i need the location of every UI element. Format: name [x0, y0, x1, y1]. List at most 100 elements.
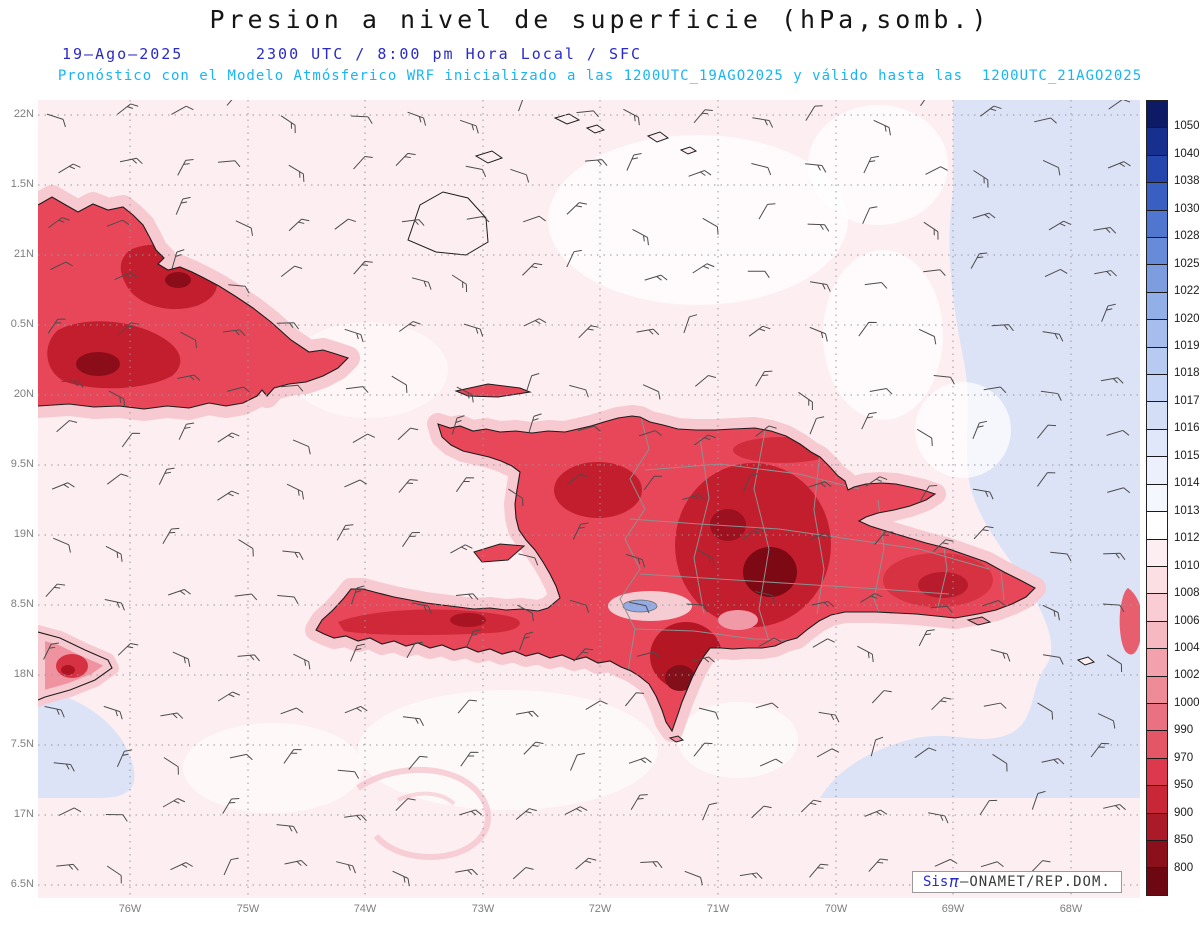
colorbar-label: 1050	[1174, 120, 1200, 133]
wind-barb	[158, 467, 175, 485]
wind-barb	[644, 274, 668, 281]
colorbar-cell	[1147, 457, 1167, 485]
wind-barb	[395, 798, 416, 811]
colorbar-label: 1040	[1174, 147, 1200, 160]
colorbar-cell	[1147, 594, 1167, 622]
wind-barb	[914, 747, 937, 759]
wind-barb	[698, 707, 719, 720]
wind-barb	[391, 375, 408, 393]
wind-barb	[807, 223, 830, 232]
wind-barb	[523, 215, 546, 223]
wind-barb	[353, 260, 373, 275]
wind-barb	[748, 325, 771, 337]
wind-barb	[510, 168, 530, 183]
jamaica-coastline	[38, 631, 113, 701]
pressure-map-canvas	[38, 100, 1140, 898]
wind-barb	[106, 473, 129, 485]
wind-barb	[515, 808, 537, 820]
wind-barb	[58, 163, 81, 174]
wind-barb	[1107, 161, 1131, 169]
lavender-corner-region	[38, 688, 135, 798]
wind-barb	[643, 475, 663, 491]
wind-barb	[818, 711, 840, 723]
wind-barb	[234, 593, 258, 601]
little-inagua-island	[474, 150, 504, 164]
wind-barb	[628, 757, 652, 764]
wind-barb	[46, 113, 66, 128]
hispaniola-landmass	[316, 416, 1035, 731]
wind-barb	[528, 413, 542, 433]
wind-barb	[162, 527, 180, 544]
wind-barb	[566, 202, 587, 215]
lat-label: 17N	[13, 808, 34, 820]
wind-barb	[104, 599, 125, 611]
wind-barb	[808, 532, 832, 541]
wind-barb	[466, 629, 482, 648]
wind-barb	[871, 690, 892, 704]
wind-barb	[811, 600, 835, 608]
wind-barb	[577, 425, 601, 432]
wind-barb	[862, 206, 878, 224]
wind-barb	[451, 274, 468, 293]
colorbar-label: 1013	[1174, 504, 1200, 517]
wind-barb	[864, 282, 888, 289]
wind-barb	[119, 157, 143, 165]
lat-label: 18N	[13, 668, 34, 680]
wind-barb	[683, 314, 698, 334]
wind-barb	[463, 323, 484, 337]
wind-barb	[450, 544, 473, 554]
wind-barb	[519, 631, 534, 651]
wind-barb	[337, 769, 360, 779]
wind-barb	[972, 212, 996, 219]
colorbar-label: 1015	[1174, 449, 1200, 462]
colorbar-cell	[1147, 101, 1167, 129]
lat-label: 7.5N	[10, 738, 34, 750]
wind-barb	[585, 700, 608, 711]
wind-barb	[569, 384, 589, 398]
wind-barb	[235, 220, 254, 236]
wind-barb	[457, 699, 477, 714]
wind-barb	[280, 115, 296, 134]
colorbar-cell	[1147, 128, 1167, 156]
jamaica-landmass	[38, 632, 112, 700]
wind-barb	[697, 549, 715, 567]
wind-barb	[121, 432, 141, 448]
wind-barb	[858, 321, 877, 337]
wind-barb	[56, 420, 78, 433]
wind-barb	[456, 386, 474, 403]
wind-barb	[518, 553, 539, 566]
wind-barb	[61, 380, 84, 388]
wind-barb	[45, 583, 66, 598]
colorbar-label: 850	[1174, 834, 1194, 847]
wind-barb	[43, 642, 59, 660]
wind-barb	[217, 691, 240, 702]
wind-barb	[56, 863, 79, 871]
wind-barb	[918, 328, 937, 345]
colorbar-label: 1016	[1174, 422, 1200, 435]
wind-barb	[626, 153, 642, 171]
wind-barb	[684, 870, 703, 886]
wind-barb	[1044, 268, 1068, 278]
wind-barb	[1103, 552, 1126, 560]
colorbar-cell	[1147, 320, 1167, 348]
wind-barb	[58, 807, 82, 816]
mona-island	[1076, 656, 1096, 666]
wind-barb	[636, 651, 660, 658]
wind-barb	[868, 858, 889, 872]
colorbar-cell	[1147, 512, 1167, 540]
colorbar-label: 990	[1174, 724, 1194, 737]
wind-barb	[692, 263, 715, 274]
wind-barb	[103, 705, 123, 720]
wind-barb	[116, 749, 133, 768]
credit-box: Sis π – ONAMET/REP.DOM.	[912, 871, 1122, 893]
wind-barb	[105, 814, 128, 822]
wind-barb	[411, 602, 432, 614]
colorbar-cell	[1147, 210, 1167, 239]
pressure-shading-layer	[38, 100, 1140, 898]
wind-barb	[990, 649, 1011, 662]
wind-barb	[50, 261, 73, 270]
colorbar-cell	[1147, 238, 1167, 266]
wind-barb	[1093, 227, 1117, 234]
lon-label: 71W	[706, 903, 730, 915]
wind-barb	[739, 872, 763, 880]
